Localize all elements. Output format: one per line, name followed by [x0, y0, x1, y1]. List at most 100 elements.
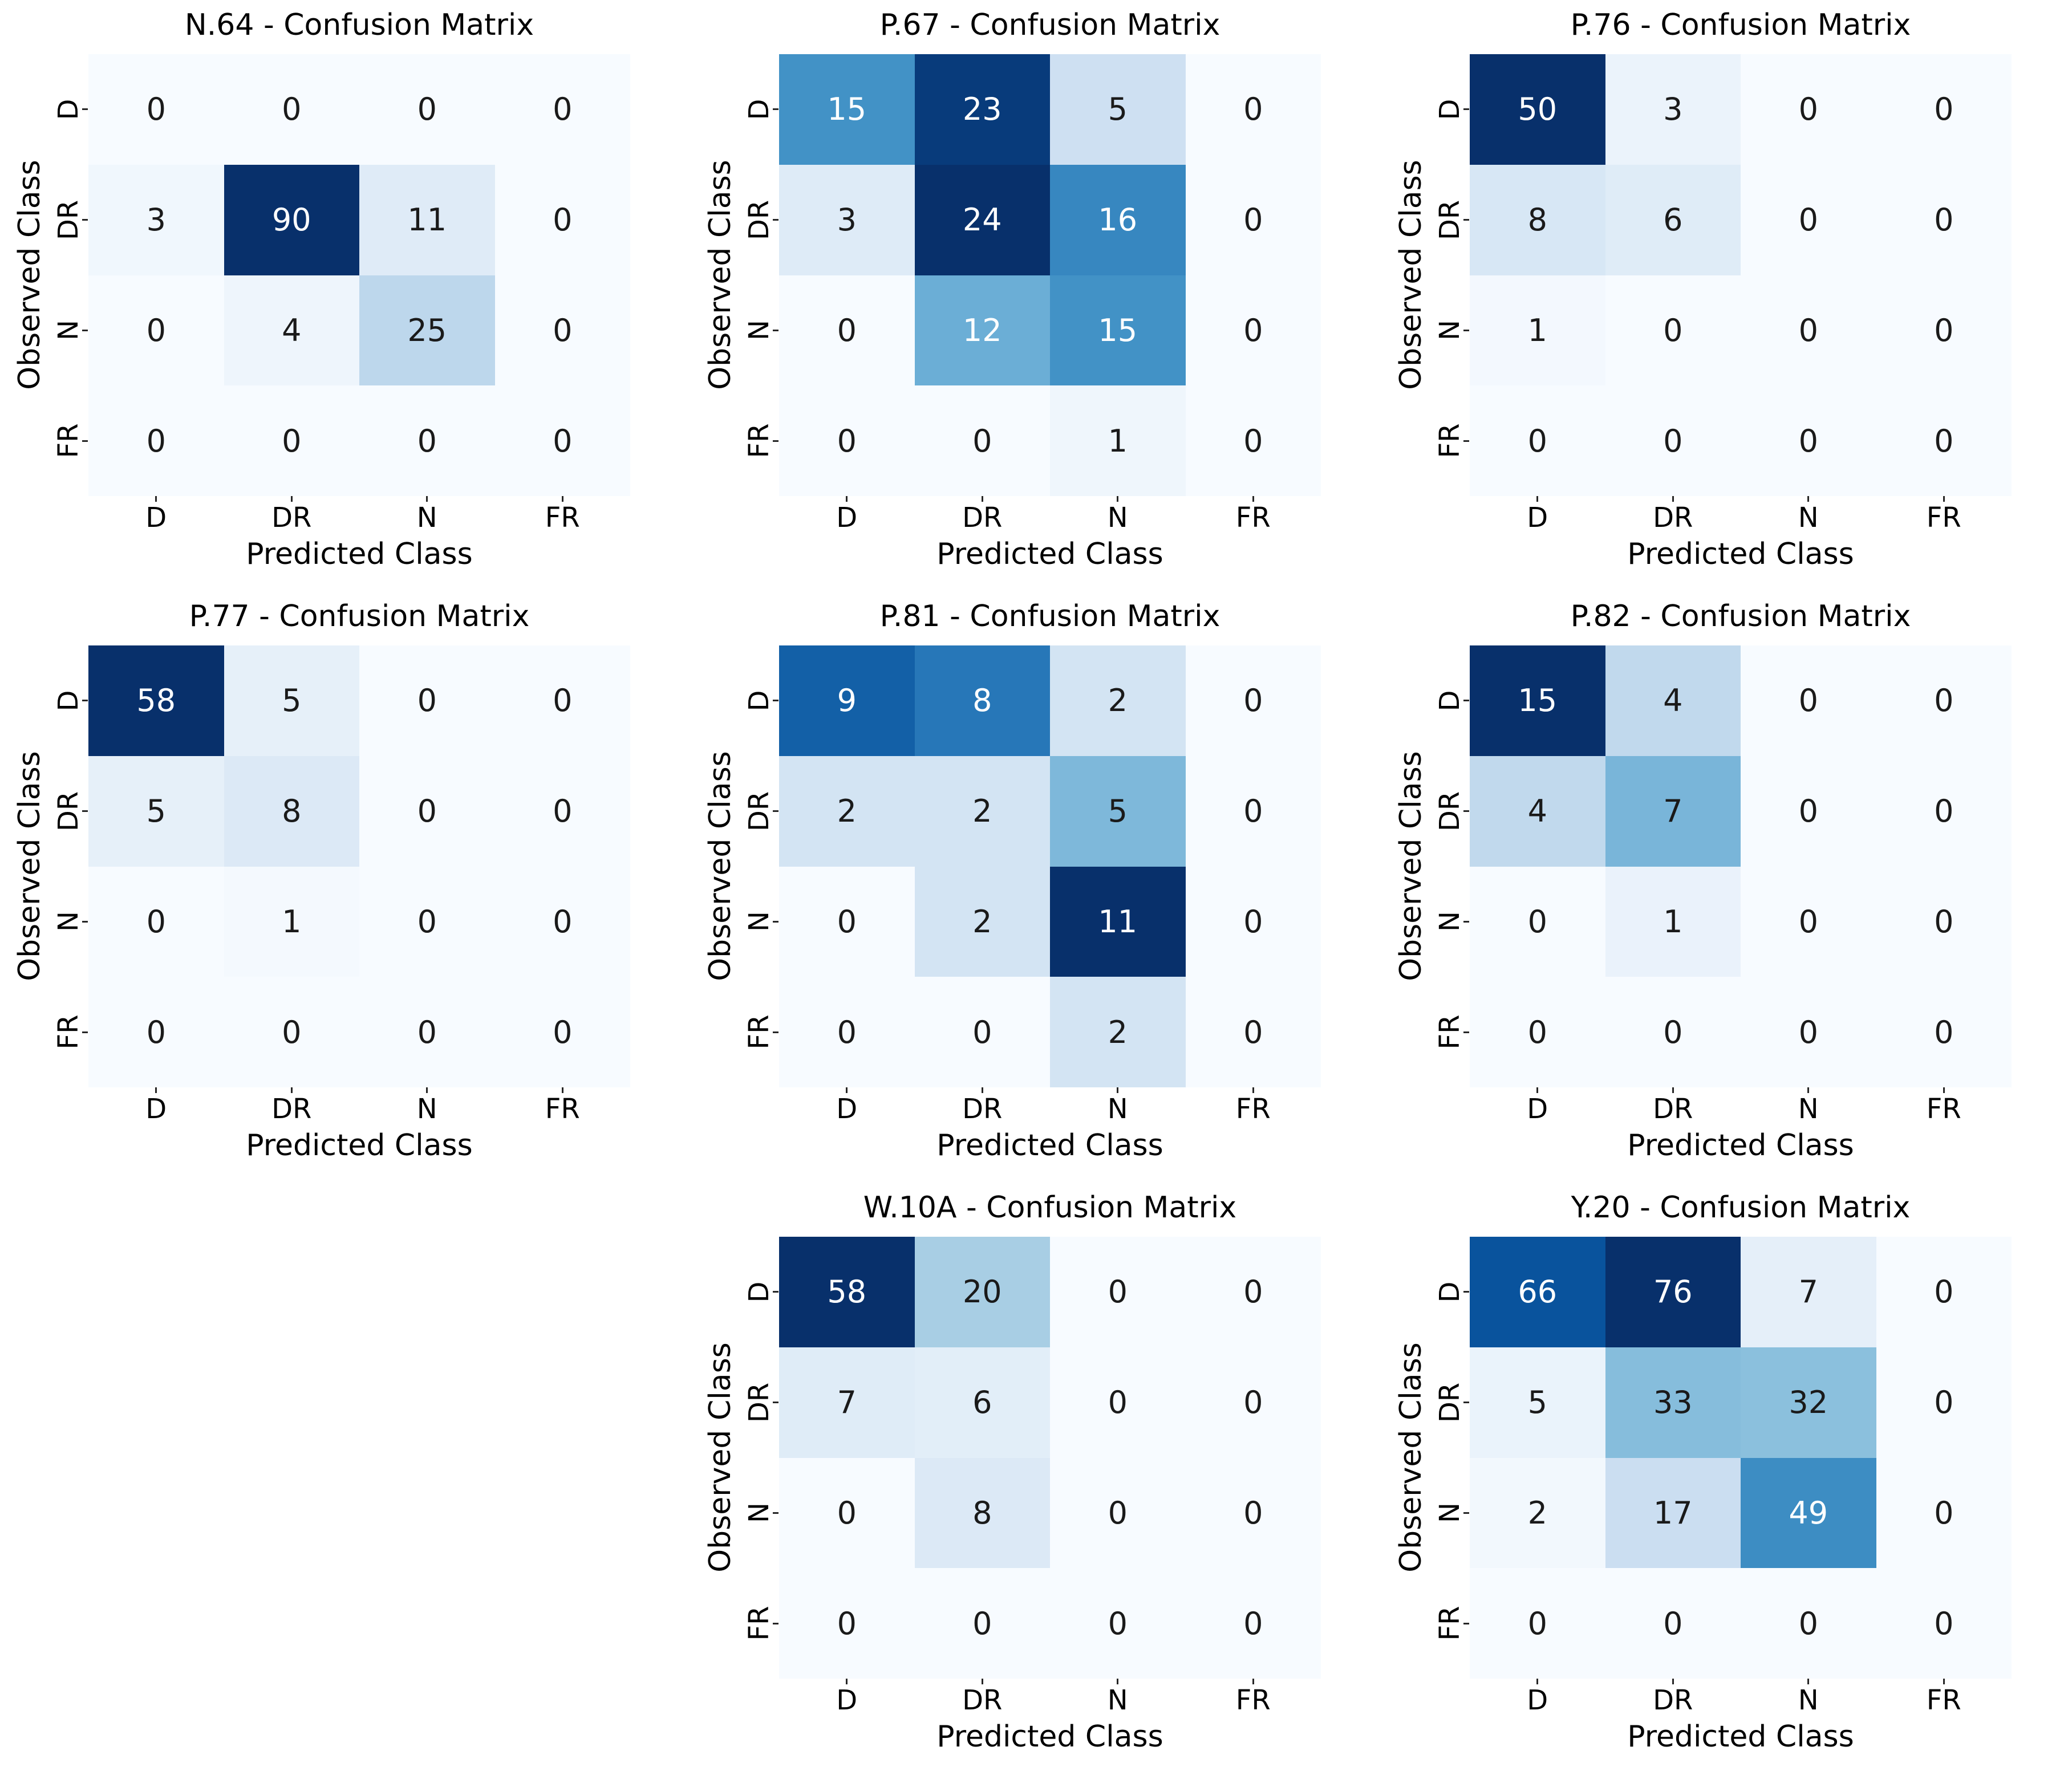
y-tick-label: FR — [743, 423, 775, 458]
cell-value: 0 — [146, 1014, 166, 1050]
y-tick-mark — [773, 108, 778, 111]
heatmap-cell: 58 — [779, 1237, 915, 1347]
heatmap-grid: 66 76 7 0 5 33 32 0 2 17 49 0 0 0 0 0 — [1470, 1237, 2012, 1679]
cell-value: 0 — [417, 683, 437, 719]
y-tick-label: D — [743, 99, 775, 120]
y-tick-label: D — [1434, 690, 1466, 712]
x-tick-mark — [290, 496, 293, 502]
y-tick-label: N — [52, 320, 84, 341]
x-tick-label: FR — [1926, 502, 1961, 534]
cell-value: 0 — [1108, 1494, 1128, 1531]
y-tick-mark — [1463, 329, 1469, 331]
heatmap-cell: 0 — [1605, 1568, 1741, 1679]
heatmap-cell: 5 — [224, 645, 359, 756]
y-axis-label: Observed Class — [1394, 1342, 1428, 1573]
heatmap-cell: 1 — [1050, 385, 1186, 496]
x-tick-mark — [426, 1087, 428, 1093]
x-tick-label: N — [1107, 1093, 1128, 1125]
heatmap-cell: 0 — [914, 977, 1050, 1087]
cell-value: 2 — [1108, 683, 1128, 719]
cell-value: 0 — [972, 1605, 992, 1642]
cell-value: 1 — [1663, 903, 1683, 940]
cell-value: 0 — [1934, 903, 1954, 940]
cell-value: 23 — [962, 91, 1002, 128]
cell-value: 32 — [1789, 1384, 1828, 1421]
heatmap-cell: 9 — [779, 645, 915, 756]
heatmap-grid: 9 8 2 0 2 2 5 0 0 2 11 0 0 0 2 0 — [779, 645, 1321, 1087]
x-tick-mark — [1672, 1087, 1674, 1093]
heatmap-cell: 0 — [224, 385, 359, 496]
y-tick-label: D — [52, 99, 84, 120]
heatmap-cell: 16 — [1050, 164, 1186, 275]
heatmap-grid: 58 20 0 0 7 6 0 0 0 8 0 0 0 0 0 0 — [779, 1237, 1321, 1679]
x-tick-label: DR — [271, 1093, 312, 1125]
cell-value: 3 — [1663, 91, 1683, 128]
y-axis-label: Observed Class — [1394, 160, 1428, 390]
heatmap-cell: 6 — [914, 1347, 1050, 1458]
cell-value: 0 — [1243, 683, 1263, 719]
x-tick-label: D — [1527, 1684, 1548, 1716]
cell-value: 20 — [962, 1274, 1002, 1310]
heatmap-cell: 0 — [1470, 385, 1605, 496]
x-tick-mark — [290, 1087, 293, 1093]
heatmap-cell: 0 — [1876, 385, 2012, 496]
heatmap-cell: 0 — [1876, 54, 2012, 165]
y-tick-label: FR — [743, 1606, 775, 1641]
heatmap-cell: 0 — [1185, 977, 1321, 1087]
cell-value: 0 — [146, 91, 166, 128]
heatmap-cell: 11 — [359, 164, 495, 275]
cell-value: 2 — [1108, 1014, 1128, 1050]
y-tick-mark — [1463, 108, 1469, 111]
y-tick-label: N — [743, 320, 775, 341]
y-tick-mark — [773, 1291, 778, 1293]
cell-value: 1 — [282, 903, 302, 940]
y-tick-mark — [82, 219, 88, 221]
cell-value: 0 — [972, 1014, 992, 1050]
confusion-matrix-panel: P.82 - Confusion Matrix Observed Class 1… — [1381, 591, 2072, 1183]
heatmap-cell: 2 — [779, 756, 915, 867]
y-tick-label: D — [743, 1281, 775, 1303]
heatmap-cell: 0 — [1470, 977, 1605, 1087]
heatmap-cell: 0 — [359, 866, 495, 977]
heatmap-cell: 8 — [224, 756, 359, 867]
heatmap-cell: 2 — [914, 866, 1050, 977]
cell-value: 0 — [417, 423, 437, 459]
y-tick-label: FR — [52, 1014, 84, 1050]
y-tick-label: FR — [1434, 1014, 1466, 1050]
cell-value: 0 — [1934, 1494, 1954, 1531]
cell-value: 0 — [1243, 312, 1263, 348]
cell-value: 50 — [1518, 91, 1558, 128]
y-tick-mark — [1463, 700, 1469, 702]
cell-value: 0 — [553, 312, 573, 348]
cell-value: 0 — [1934, 1274, 1954, 1310]
cell-value: 0 — [1934, 683, 1954, 719]
cell-value: 58 — [136, 683, 176, 719]
x-tick-label: D — [1527, 1093, 1548, 1125]
cell-value: 1 — [1108, 423, 1128, 459]
cell-value: 49 — [1789, 1494, 1828, 1531]
cell-value: 3 — [837, 202, 857, 238]
y-tick-mark — [1463, 1402, 1469, 1404]
cell-value: 58 — [827, 1274, 867, 1310]
cell-value: 0 — [1527, 423, 1547, 459]
x-tick-label: N — [1798, 502, 1819, 534]
cell-value: 0 — [417, 1014, 437, 1050]
cell-value: 7 — [1663, 793, 1683, 830]
heatmap-cell: 0 — [1605, 977, 1741, 1087]
x-tick-label: N — [416, 1093, 437, 1125]
y-axis-label: Observed Class — [13, 751, 47, 981]
cell-value: 0 — [417, 793, 437, 830]
x-tick-mark — [426, 496, 428, 502]
heatmap-cell: 0 — [359, 385, 495, 496]
heatmap-cell: 0 — [779, 866, 915, 977]
heatmap-cell: 0 — [1876, 1237, 2012, 1347]
heatmap-cell: 8 — [914, 1457, 1050, 1569]
heatmap-cell: 0 — [1876, 1568, 2012, 1679]
x-tick-mark — [1117, 1087, 1119, 1093]
cell-value: 2 — [837, 793, 857, 830]
y-tick-label: N — [1434, 911, 1466, 932]
cell-value: 0 — [1243, 202, 1263, 238]
cell-value: 0 — [1243, 1384, 1263, 1421]
cell-value: 0 — [1527, 1605, 1547, 1642]
cell-value: 17 — [1653, 1494, 1693, 1531]
